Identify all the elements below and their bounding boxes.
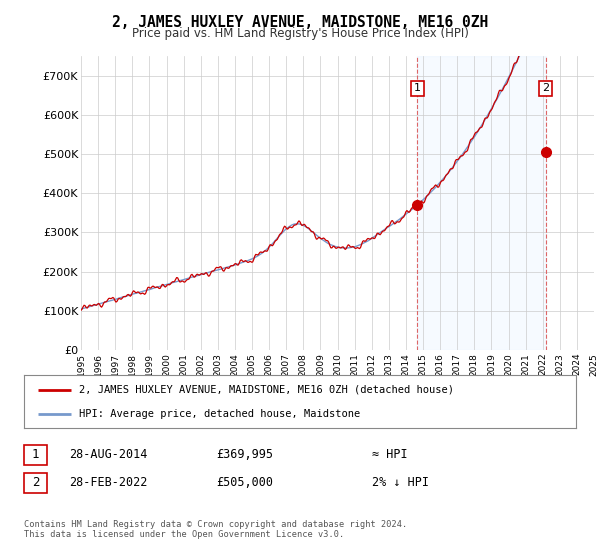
Text: HPI: Average price, detached house, Maidstone: HPI: Average price, detached house, Maid… [79,409,361,419]
Text: 1: 1 [32,448,39,461]
Text: 28-AUG-2014: 28-AUG-2014 [69,448,148,461]
Text: Price paid vs. HM Land Registry's House Price Index (HPI): Price paid vs. HM Land Registry's House … [131,27,469,40]
Text: 28-FEB-2022: 28-FEB-2022 [69,476,148,489]
Text: ≈ HPI: ≈ HPI [372,448,407,461]
Text: 1: 1 [414,83,421,94]
Text: 2% ↓ HPI: 2% ↓ HPI [372,476,429,489]
Text: 2, JAMES HUXLEY AVENUE, MAIDSTONE, ME16 0ZH (detached house): 2, JAMES HUXLEY AVENUE, MAIDSTONE, ME16 … [79,385,454,395]
Bar [418,56,545,350]
Text: Contains HM Land Registry data © Crown copyright and database right 2024.
This d: Contains HM Land Registry data © Crown c… [24,520,407,539]
Text: 2: 2 [542,83,549,94]
Text: 2, JAMES HUXLEY AVENUE, MAIDSTONE, ME16 0ZH: 2, JAMES HUXLEY AVENUE, MAIDSTONE, ME16 … [112,15,488,30]
Text: 2: 2 [32,476,39,489]
Text: £505,000: £505,000 [216,476,273,489]
Text: £369,995: £369,995 [216,448,273,461]
